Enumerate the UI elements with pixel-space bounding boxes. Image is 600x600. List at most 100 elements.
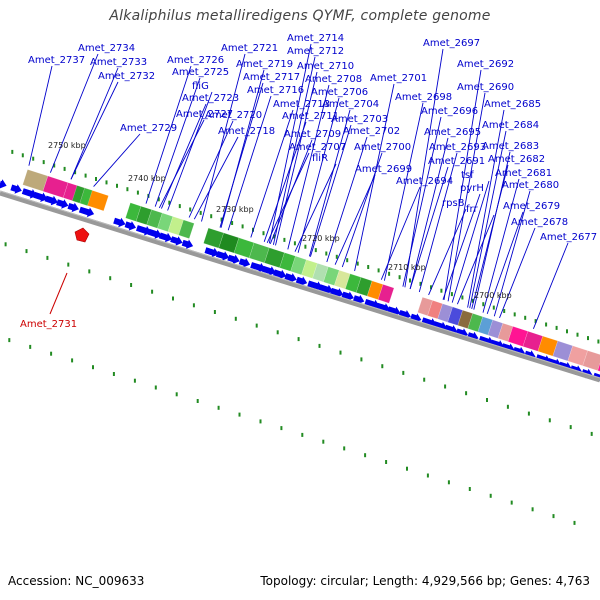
- label-leader: [409, 166, 449, 290]
- gc-dot: [154, 385, 157, 390]
- gc-dot: [423, 377, 426, 382]
- gene-label: Amet_2677: [540, 232, 597, 243]
- gene-arrow: [410, 313, 422, 323]
- gc-dot: [590, 431, 593, 436]
- feature-bands: [22, 169, 600, 372]
- label-leaders: [28, 43, 569, 329]
- gc-dot: [74, 170, 77, 175]
- gene-arrow: [10, 184, 22, 194]
- gc-dot: [126, 187, 129, 192]
- gc-dot: [220, 217, 223, 222]
- gene-arrow: [215, 251, 230, 261]
- gc-dot: [506, 404, 509, 409]
- gene-arrow: [170, 236, 183, 246]
- label-leader: [383, 102, 424, 281]
- gc-dot: [545, 322, 548, 327]
- gene-label: Amet_2700: [354, 142, 411, 153]
- gene-arrow: [318, 284, 333, 295]
- gc-dot: [105, 180, 108, 185]
- gene-label: Amet_2723: [182, 93, 239, 104]
- gc-dot: [199, 210, 202, 215]
- gc-dot: [84, 173, 87, 178]
- gc-dot: [576, 332, 579, 337]
- gene-label: Amet_2734: [78, 43, 135, 54]
- gc-dot: [513, 312, 516, 317]
- label-leader: [442, 193, 481, 300]
- gene-label: Amet_2699: [355, 164, 412, 175]
- gc-dot: [486, 398, 488, 402]
- gene-label: Amet_2678: [511, 217, 568, 228]
- gene-arrow: [284, 273, 297, 283]
- label-leader: [451, 180, 490, 303]
- gc-dot: [573, 520, 576, 525]
- label-leader: [326, 136, 368, 263]
- label-leader: [263, 121, 307, 242]
- gc-dot: [109, 276, 112, 281]
- gc-dot: [283, 237, 286, 242]
- gc-dot: [325, 251, 328, 256]
- label-leader: [473, 151, 511, 310]
- gc-dot: [318, 343, 321, 348]
- feature-band: [597, 362, 600, 372]
- gc-dot: [597, 339, 600, 344]
- gc-dot: [552, 514, 555, 519]
- gc-dot: [92, 365, 94, 370]
- gene-label: Amet_2726: [167, 55, 224, 66]
- feature-band: [79, 187, 93, 207]
- gene-label: rpsB: [442, 198, 465, 209]
- gc-dot: [367, 265, 370, 269]
- label-leader: [334, 174, 376, 265]
- gene-label: Amet_2729: [120, 123, 177, 134]
- gc-dot: [136, 190, 139, 195]
- gc-dot: [566, 329, 568, 334]
- gc-dot: [8, 338, 11, 343]
- label-leader: [443, 69, 482, 300]
- gc-dot: [346, 258, 349, 263]
- gene-arrow: [78, 206, 95, 218]
- gc-dot: [388, 271, 391, 276]
- gene-label: Amet_2710: [297, 61, 354, 72]
- gc-dot: [172, 296, 174, 301]
- label-leader: [145, 65, 192, 204]
- gc-skew-dots: [4, 149, 600, 525]
- gene-arrow: [158, 232, 173, 243]
- gc-dot: [360, 357, 363, 362]
- label-leader: [268, 43, 312, 244]
- gene-label: Amet_2683: [482, 141, 539, 152]
- label-leader: [49, 53, 99, 173]
- gc-dot: [524, 315, 527, 320]
- gc-dot: [21, 153, 24, 158]
- gc-dot: [217, 405, 220, 410]
- gc-dot: [381, 364, 384, 369]
- gene-arrow: [375, 302, 390, 313]
- gc-dot: [273, 234, 275, 239]
- gene-arrow: [387, 306, 401, 317]
- gene-label: Amet_2713: [273, 99, 330, 110]
- gc-dot: [426, 473, 429, 478]
- gc-dot: [297, 337, 300, 342]
- gene-arrow: [136, 225, 152, 236]
- gc-dot: [440, 288, 443, 293]
- gc-dot: [178, 204, 181, 209]
- label-leader: [275, 71, 318, 246]
- gc-dot: [262, 231, 265, 236]
- label-leader: [70, 81, 119, 180]
- gene-arrow: [181, 239, 194, 249]
- label-leader: [154, 77, 201, 207]
- gene-label: Amet_2709: [284, 129, 341, 140]
- gc-dot: [419, 281, 422, 286]
- gc-dot: [555, 325, 558, 330]
- gc-dot: [213, 310, 216, 314]
- gene-label: Amet_2708: [305, 74, 362, 85]
- gc-dot: [112, 372, 115, 376]
- gc-dot: [234, 316, 237, 321]
- label-leader: [532, 242, 569, 329]
- gc-dot: [471, 298, 474, 303]
- kbp-tick-label: 2730 kbp: [216, 205, 254, 214]
- gene-arrow: [261, 265, 276, 276]
- gc-dot: [293, 241, 296, 246]
- gc-dot: [503, 309, 506, 313]
- gene-arrow: [341, 291, 354, 301]
- gene-label: Amet_2725: [172, 67, 229, 78]
